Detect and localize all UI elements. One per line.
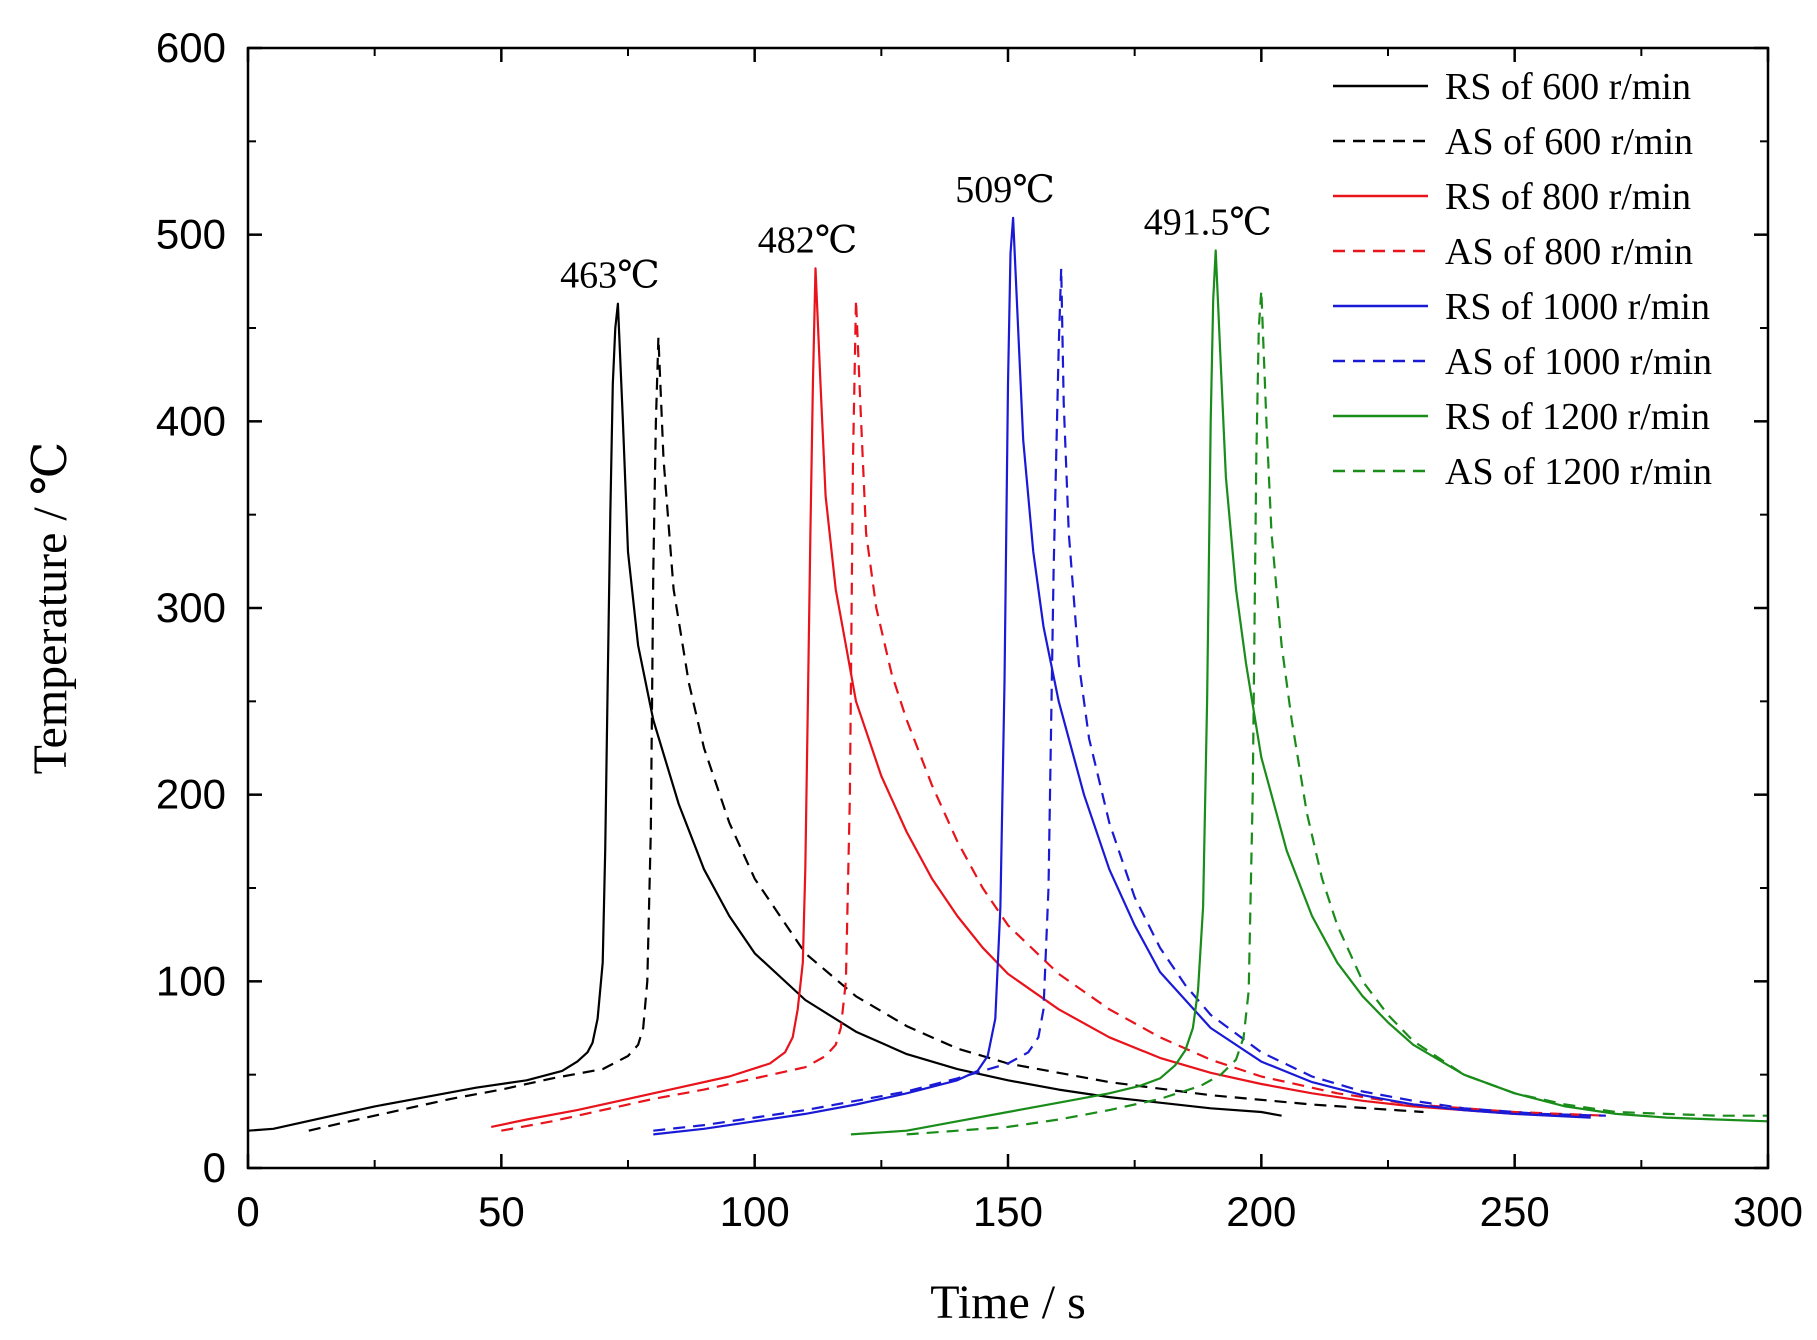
- y-tick-label: 500: [156, 211, 226, 258]
- y-tick-label: 200: [156, 771, 226, 818]
- peak-annotation: 509℃: [955, 169, 1055, 211]
- y-axis-title: Temperature / ℃: [24, 442, 77, 775]
- legend-label: RS of 1200 r/min: [1445, 396, 1710, 438]
- legend: RS of 600 r/min AS of 600 r/min RS of 800 …: [1333, 66, 1712, 493]
- legend-label: AS of 1000 r/min: [1445, 341, 1712, 383]
- series-line-rs-of-600-r-min: [247, 302, 1282, 1132]
- y-tick-label: 100: [156, 957, 226, 1004]
- x-tick-label: 150: [973, 1188, 1043, 1235]
- x-tick-label: 300: [1733, 1188, 1803, 1235]
- x-axis-title: Time / s: [930, 1276, 1086, 1329]
- series-line-rs-of-1200-r-min: [850, 249, 1769, 1136]
- series-line-rs-of-800-r-min: [490, 267, 1591, 1128]
- legend-label: AS of 600 r/min: [1445, 121, 1693, 163]
- series-line-as-of-800-r-min: [501, 298, 1606, 1132]
- legend-label: AS of 800 r/min: [1445, 231, 1693, 273]
- x-tick-label: 200: [1226, 1188, 1296, 1235]
- legend-label: AS of 1200 r/min: [1445, 451, 1712, 493]
- x-tick-label: 0: [236, 1188, 259, 1235]
- peak-annotation: 491.5℃: [1144, 202, 1272, 244]
- x-tick-label: 50: [478, 1188, 525, 1235]
- y-tick-label: 300: [156, 584, 226, 631]
- peak-annotation: 482℃: [758, 219, 858, 261]
- ticks-group: 0 50 100 150 200 250 300 0 100 200 300 400 500 600: [156, 24, 1803, 1235]
- legend-label: RS of 600 r/min: [1445, 66, 1691, 108]
- legend-label: RS of 1000 r/min: [1445, 286, 1710, 328]
- y-tick-label: 600: [156, 24, 226, 71]
- series-line-as-of-1000-r-min: [653, 267, 1606, 1132]
- x-tick-label: 100: [720, 1188, 790, 1235]
- series-line-as-of-600-r-min: [308, 336, 1424, 1132]
- series-line-rs-of-1000-r-min: [653, 216, 1591, 1136]
- peak-annotation: 463℃: [560, 255, 660, 297]
- legend-label: RS of 800 r/min: [1445, 176, 1691, 218]
- series-group: [247, 216, 1769, 1136]
- y-tick-label: 0: [203, 1144, 226, 1191]
- annotations-group: 463℃ 482℃ 509℃ 491.5℃: [560, 169, 1272, 297]
- x-tick-label: 250: [1480, 1188, 1550, 1235]
- series-line-as-of-1200-r-min: [906, 289, 1768, 1136]
- y-tick-label: 400: [156, 397, 226, 444]
